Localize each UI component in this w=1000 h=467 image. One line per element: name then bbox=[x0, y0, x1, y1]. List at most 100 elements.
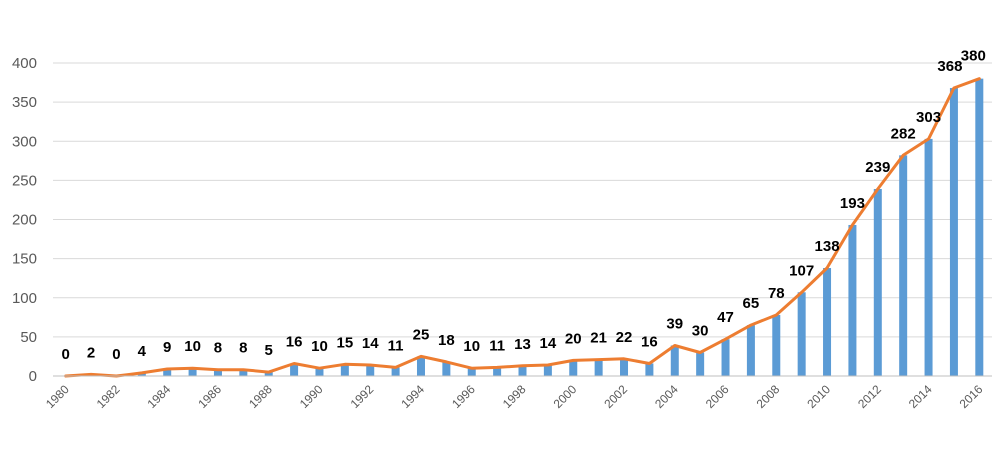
data-label: 0 bbox=[112, 346, 120, 363]
bar bbox=[264, 372, 273, 376]
bar bbox=[594, 359, 603, 376]
x-tick-label: 1986 bbox=[195, 382, 224, 411]
x-tick-label: 2004 bbox=[652, 382, 681, 411]
bar bbox=[924, 138, 933, 376]
x-tick-label: 2016 bbox=[957, 382, 986, 411]
bar bbox=[949, 88, 958, 376]
data-label: 11 bbox=[388, 337, 404, 354]
bar bbox=[290, 363, 299, 376]
x-tick-label: 1994 bbox=[398, 382, 427, 411]
bar bbox=[569, 360, 578, 376]
data-label: 10 bbox=[184, 338, 201, 355]
bar bbox=[823, 268, 832, 376]
data-label: 13 bbox=[514, 336, 531, 353]
bar bbox=[848, 224, 857, 376]
data-label: 303 bbox=[916, 109, 941, 126]
bar bbox=[391, 367, 400, 376]
data-label: 65 bbox=[743, 295, 760, 312]
data-label: 8 bbox=[214, 340, 222, 357]
data-label: 239 bbox=[865, 159, 890, 176]
data-label: 8 bbox=[239, 340, 247, 357]
data-label: 9 bbox=[163, 339, 171, 356]
y-tick-label: 250 bbox=[12, 172, 37, 189]
bar bbox=[340, 364, 349, 376]
data-label: 39 bbox=[666, 315, 683, 332]
bar bbox=[645, 363, 654, 376]
bar bbox=[239, 369, 248, 376]
data-label: 30 bbox=[692, 323, 709, 340]
bar bbox=[416, 356, 425, 376]
x-tick-label: 1982 bbox=[94, 382, 123, 411]
y-tick-label: 200 bbox=[12, 212, 37, 229]
bar bbox=[442, 361, 451, 376]
data-label: 282 bbox=[891, 125, 916, 142]
data-label: 107 bbox=[789, 262, 814, 279]
data-label: 25 bbox=[413, 326, 430, 343]
bar bbox=[366, 365, 375, 376]
data-label: 2 bbox=[87, 344, 95, 361]
data-label: 380 bbox=[961, 48, 986, 65]
x-tick-label: 1980 bbox=[43, 382, 72, 411]
bar bbox=[975, 78, 984, 377]
bar bbox=[721, 339, 730, 376]
data-label: 16 bbox=[286, 333, 303, 350]
bar bbox=[772, 314, 781, 376]
data-label: 193 bbox=[840, 195, 865, 212]
y-tick-label: 50 bbox=[20, 329, 37, 346]
x-tick-label: 2012 bbox=[855, 382, 884, 411]
x-tick-label: 2006 bbox=[703, 382, 732, 411]
data-label: 20 bbox=[565, 330, 582, 347]
data-label: 14 bbox=[362, 335, 379, 352]
data-label: 21 bbox=[590, 330, 607, 347]
x-tick-label: 1998 bbox=[500, 382, 529, 411]
x-tick-label: 1984 bbox=[145, 382, 174, 411]
data-label: 138 bbox=[815, 238, 840, 255]
x-tick-label: 1992 bbox=[348, 382, 377, 411]
data-label: 0 bbox=[62, 346, 70, 363]
bar bbox=[315, 368, 324, 376]
bar bbox=[746, 325, 755, 376]
data-label: 10 bbox=[463, 338, 480, 355]
x-tick-label: 2008 bbox=[754, 382, 783, 411]
y-tick-label: 300 bbox=[12, 133, 37, 150]
trend-line bbox=[64, 77, 981, 378]
data-label: 78 bbox=[768, 285, 785, 302]
x-tick-label: 2000 bbox=[551, 382, 580, 411]
bar bbox=[797, 292, 806, 376]
data-label: 22 bbox=[616, 329, 633, 346]
data-label: 10 bbox=[311, 338, 328, 355]
data-label: 4 bbox=[138, 343, 147, 360]
x-tick-label: 2010 bbox=[804, 382, 833, 411]
data-label: 14 bbox=[540, 335, 557, 352]
trend-line-layer bbox=[64, 77, 981, 378]
bar bbox=[493, 367, 502, 376]
bar bbox=[213, 369, 222, 376]
data-label: 368 bbox=[937, 58, 962, 75]
data-label: 11 bbox=[489, 337, 505, 354]
bar bbox=[137, 372, 146, 376]
bar bbox=[873, 188, 882, 376]
y-tick-label: 400 bbox=[12, 55, 37, 72]
data-label: 18 bbox=[438, 332, 455, 349]
bar bbox=[670, 345, 679, 376]
grid-layer bbox=[53, 62, 992, 338]
y-tick-label: 100 bbox=[12, 290, 37, 307]
data-label: 16 bbox=[641, 333, 658, 350]
x-tick-label: 2002 bbox=[601, 382, 630, 411]
bar bbox=[163, 368, 172, 376]
data-label: 15 bbox=[337, 334, 354, 351]
x-tick-label: 1990 bbox=[297, 382, 326, 411]
x-tick-label: 1996 bbox=[449, 382, 478, 411]
bar bbox=[467, 368, 476, 376]
bars-layer bbox=[87, 78, 984, 377]
bar bbox=[188, 368, 197, 376]
bar bbox=[543, 365, 552, 376]
y-tick-label: 150 bbox=[12, 251, 37, 268]
bar bbox=[696, 352, 705, 376]
y-tick-label: 350 bbox=[12, 94, 37, 111]
y-tick-label: 0 bbox=[29, 368, 37, 385]
